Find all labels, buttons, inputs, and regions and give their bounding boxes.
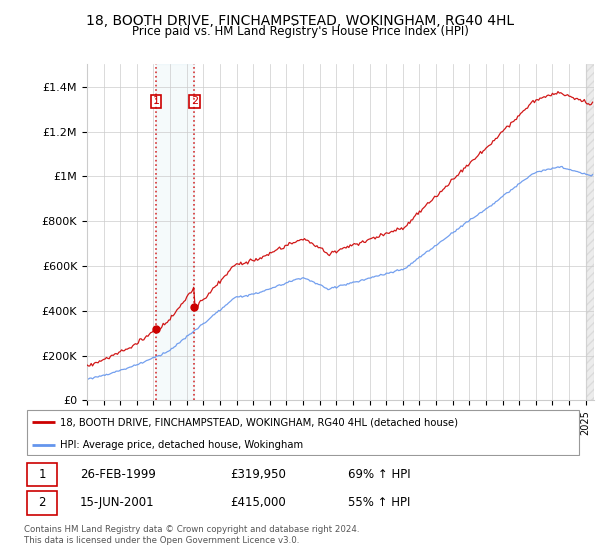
Text: £319,950: £319,950 <box>230 468 286 481</box>
Bar <box>156 64 194 400</box>
Bar <box>27 463 58 486</box>
Text: 55% ↑ HPI: 55% ↑ HPI <box>347 496 410 510</box>
Text: Contains HM Land Registry data © Crown copyright and database right 2024.
This d: Contains HM Land Registry data © Crown c… <box>24 525 359 545</box>
Text: 15-JUN-2001: 15-JUN-2001 <box>80 496 154 510</box>
Bar <box>586 64 594 400</box>
Text: 1: 1 <box>152 96 160 106</box>
Text: 18, BOOTH DRIVE, FINCHAMPSTEAD, WOKINGHAM, RG40 4HL: 18, BOOTH DRIVE, FINCHAMPSTEAD, WOKINGHA… <box>86 14 514 28</box>
Text: Price paid vs. HM Land Registry's House Price Index (HPI): Price paid vs. HM Land Registry's House … <box>131 25 469 38</box>
Bar <box>27 491 58 515</box>
Text: 18, BOOTH DRIVE, FINCHAMPSTEAD, WOKINGHAM, RG40 4HL (detached house): 18, BOOTH DRIVE, FINCHAMPSTEAD, WOKINGHA… <box>60 417 458 427</box>
Text: 2: 2 <box>38 496 46 510</box>
Text: £415,000: £415,000 <box>230 496 286 510</box>
Text: 69% ↑ HPI: 69% ↑ HPI <box>347 468 410 481</box>
Text: 1: 1 <box>38 468 46 481</box>
Text: 2: 2 <box>191 96 198 106</box>
Text: 26-FEB-1999: 26-FEB-1999 <box>80 468 155 481</box>
Text: HPI: Average price, detached house, Wokingham: HPI: Average price, detached house, Woki… <box>60 440 304 450</box>
